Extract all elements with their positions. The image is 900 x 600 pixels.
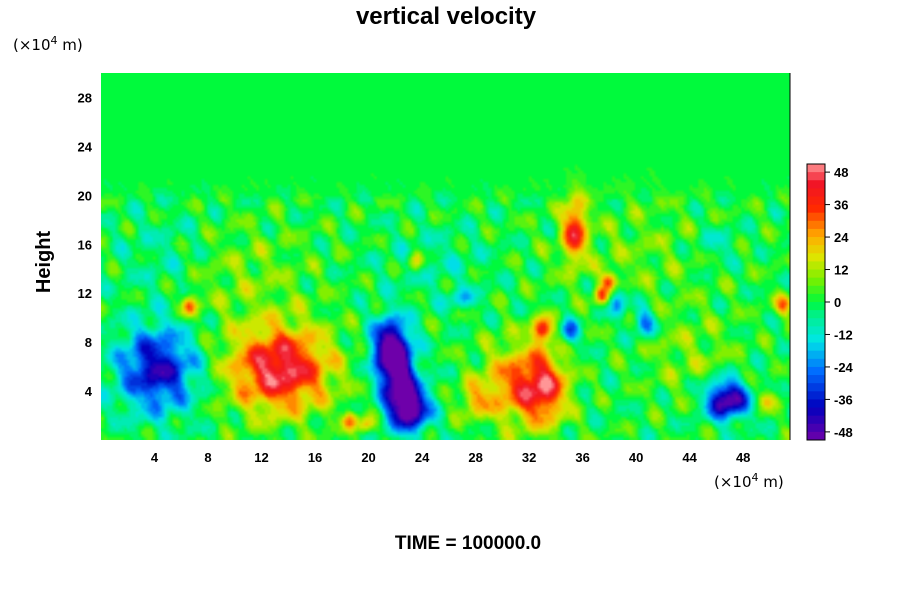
colorbar-band xyxy=(807,245,825,254)
colorbar-tick-label: 36 xyxy=(834,198,848,213)
y-tick-label: 8 xyxy=(85,335,92,350)
y-unit-suffix: m) xyxy=(58,36,83,54)
heatmap-plot xyxy=(101,73,791,440)
colorbar-band xyxy=(807,358,825,368)
colorbar-band xyxy=(807,366,825,376)
colorbar-band xyxy=(807,204,825,214)
colorbar-band xyxy=(807,293,825,303)
colorbar-band xyxy=(807,261,825,271)
y-tick-label: 24 xyxy=(78,139,93,154)
time-label: TIME = 100000.0 xyxy=(395,533,541,554)
colorbar-band xyxy=(807,423,825,433)
colorbar-band xyxy=(807,164,825,173)
colorbar-band xyxy=(807,180,825,189)
colorbar-band xyxy=(807,277,825,287)
colorbar-tick-label: 12 xyxy=(834,263,848,278)
x-tick-label: 16 xyxy=(308,450,322,465)
colorbar xyxy=(806,163,826,441)
colorbar-band xyxy=(807,407,825,417)
colorbar-band xyxy=(807,228,825,238)
x-tick-label: 40 xyxy=(629,450,643,465)
colorbar-band xyxy=(807,196,825,206)
colorbar-band xyxy=(807,415,825,425)
x-tick-labels: 4 8 12 16 20 24 28 32 36 40 44 48 xyxy=(151,450,751,465)
y-unit-exponent: 4 xyxy=(51,34,58,47)
y-tick-label: 28 xyxy=(78,90,92,105)
x-tick-label: 28 xyxy=(468,450,482,465)
x-axis-unit: (×104 m) xyxy=(714,471,784,491)
colorbar-band xyxy=(807,285,825,295)
x-tick-label: 36 xyxy=(575,450,589,465)
y-tick-label: 20 xyxy=(78,188,92,203)
x-tick-label: 8 xyxy=(204,450,211,465)
colorbar-band xyxy=(807,212,825,222)
colorbar-band xyxy=(807,399,825,409)
colorbar-band xyxy=(807,342,825,352)
colorbar-band xyxy=(807,220,825,230)
colorbar-band xyxy=(807,318,825,327)
colorbar-tick-label: 24 xyxy=(834,230,849,245)
colorbar-band xyxy=(807,269,825,279)
colorbar-band xyxy=(807,188,825,197)
colorbar-band xyxy=(807,326,825,335)
y-tick-labels: 4 8 12 16 20 24 28 xyxy=(78,90,93,399)
x-tick-label: 20 xyxy=(361,450,375,465)
colorbar-band xyxy=(807,237,825,246)
y-axis-unit: (×104 m) xyxy=(13,34,83,54)
colorbar-band xyxy=(807,310,825,319)
colorbar-tick-labels: 48 36 24 12 0 -12 -24 -36 -48 xyxy=(825,165,854,440)
y-tick-label: 12 xyxy=(78,286,92,301)
heatmap-image xyxy=(101,73,790,440)
y-axis-label: Height xyxy=(33,231,55,294)
colorbar-tick-label: -24 xyxy=(834,360,854,375)
x-unit-exponent: 4 xyxy=(752,471,759,484)
x-tick-label: 48 xyxy=(736,450,750,465)
colorbar-band xyxy=(807,172,825,181)
y-tick-label: 16 xyxy=(78,237,92,252)
x-tick-label: 12 xyxy=(254,450,268,465)
colorbar-tick-label: 48 xyxy=(834,165,848,180)
colorbar-band xyxy=(807,302,825,311)
colorbar-tick-label: 0 xyxy=(834,295,841,310)
x-tick-label: 44 xyxy=(682,450,697,465)
colorbar-band xyxy=(807,334,825,344)
x-unit-suffix: m) xyxy=(759,473,784,491)
colorbar-band xyxy=(807,375,825,384)
colorbar-tick-label: -12 xyxy=(834,327,853,342)
y-tick-label: 4 xyxy=(85,384,93,399)
colorbar-band xyxy=(807,431,825,441)
colorbar-band xyxy=(807,253,825,262)
colorbar-tick-label: -48 xyxy=(834,425,853,440)
x-unit-prefix: (×10 xyxy=(714,473,752,491)
y-unit-prefix: (×10 xyxy=(13,36,51,54)
x-tick-label: 32 xyxy=(522,450,536,465)
colorbar-tick-label: -36 xyxy=(834,392,853,407)
colorbar-band xyxy=(807,391,825,400)
colorbar-band xyxy=(807,350,825,360)
chart-title: vertical velocity xyxy=(356,3,537,30)
x-tick-label: 24 xyxy=(415,450,430,465)
x-tick-label: 4 xyxy=(151,450,159,465)
colorbar-band xyxy=(807,383,825,392)
